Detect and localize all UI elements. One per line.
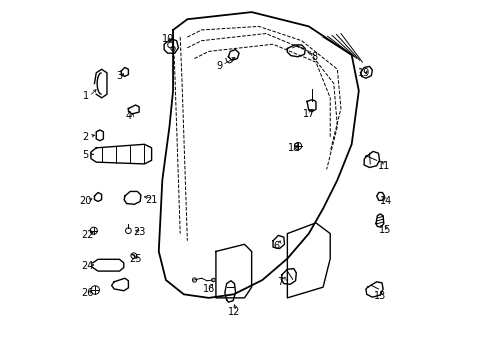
Text: 23: 23 xyxy=(133,227,145,237)
Text: 17: 17 xyxy=(302,109,314,119)
Text: 11: 11 xyxy=(377,161,389,171)
Text: 15: 15 xyxy=(379,225,391,235)
Text: 16: 16 xyxy=(202,284,214,294)
Text: 14: 14 xyxy=(379,197,391,206)
Text: 24: 24 xyxy=(81,261,93,271)
Text: 6: 6 xyxy=(273,241,279,251)
Text: 12: 12 xyxy=(227,307,240,317)
Text: 19: 19 xyxy=(357,68,369,78)
Text: 3: 3 xyxy=(116,71,122,81)
Text: 7: 7 xyxy=(277,277,283,287)
Text: 5: 5 xyxy=(82,150,88,160)
Text: 4: 4 xyxy=(125,111,131,121)
Text: 26: 26 xyxy=(81,288,93,297)
Text: 2: 2 xyxy=(82,132,88,142)
Text: 22: 22 xyxy=(81,230,93,240)
Text: 8: 8 xyxy=(310,52,317,62)
Text: 9: 9 xyxy=(216,61,222,71)
Text: 21: 21 xyxy=(145,195,158,204)
Text: 18: 18 xyxy=(288,143,300,153)
Text: 20: 20 xyxy=(79,197,92,206)
Text: 13: 13 xyxy=(373,291,386,301)
Text: 25: 25 xyxy=(129,253,142,264)
Text: 1: 1 xyxy=(82,91,88,101)
Text: 10: 10 xyxy=(161,34,173,44)
